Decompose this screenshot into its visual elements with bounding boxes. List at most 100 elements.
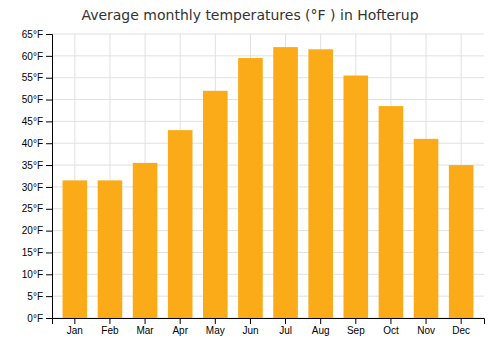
tick-label: 15°F [22, 247, 43, 258]
tick: 0°F [27, 313, 52, 324]
tick: Mar [136, 318, 154, 336]
tick-label: Feb [101, 325, 119, 336]
bar [344, 76, 369, 318]
tick-mark [355, 318, 356, 324]
tick-label: Mar [136, 325, 154, 336]
tick: 30°F [22, 182, 52, 193]
grid-line [52, 99, 484, 100]
grid-line [52, 77, 484, 78]
tick: 55°F [22, 72, 52, 83]
tick: 15°F [22, 247, 52, 258]
tick-mark [46, 274, 52, 275]
tick-label: 45°F [22, 116, 43, 127]
tick-mark [461, 318, 462, 324]
tick-label: 60°F [22, 51, 43, 62]
tick-mark [46, 100, 52, 101]
tick-label: 35°F [22, 160, 43, 171]
tick-label: 40°F [22, 138, 43, 149]
tick-mark [145, 318, 146, 324]
tick-label: Apr [172, 325, 188, 336]
tick-label: 65°F [22, 29, 43, 40]
tick-mark [180, 318, 181, 324]
title: Average monthly temperatures (°F ) in Ho… [81, 7, 418, 23]
tick-label: 10°F [22, 269, 43, 280]
tick: 10°F [22, 269, 52, 280]
bar [133, 163, 158, 318]
tick: 60°F [22, 51, 52, 62]
tick-mark [320, 318, 321, 324]
tick-label: Aug [312, 325, 330, 336]
grid-line [52, 34, 484, 35]
tick-mark [46, 56, 52, 57]
tick: Dec [452, 318, 470, 336]
y-axis: 0°F 5°F 10°F 15°F 20°F 25°F 30°F 35°F 40°F 45°F 50… [22, 29, 53, 324]
tick: 35°F [22, 160, 52, 171]
bar [379, 106, 404, 318]
tick-mark [46, 252, 52, 253]
tick: Jan [67, 318, 83, 336]
grid-line [52, 55, 484, 56]
tick-label: Jun [242, 325, 258, 336]
tick-mark [46, 143, 52, 144]
x-axis: Jan Feb Mar Apr May Jun Jul Aug Sep Oct Nov Dec [53, 318, 485, 336]
chart: 0°F 5°F 10°F 15°F 20°F 25°F 30°F 35°F 40°F 45°F 50… [0, 0, 500, 350]
tick-mark [390, 318, 391, 324]
tick-mark [426, 318, 427, 324]
tick-label: Nov [417, 325, 435, 336]
tick: 5°F [27, 291, 52, 302]
tick-mark [46, 78, 52, 79]
tick-label: 25°F [22, 203, 43, 214]
grid-line [52, 121, 484, 122]
tick-label: 5°F [27, 291, 43, 302]
tick-mark [46, 165, 52, 166]
tick: 50°F [22, 94, 52, 105]
tick-label: Jan [67, 325, 83, 336]
tick: 45°F [22, 116, 52, 127]
tick-mark [46, 231, 52, 232]
bar [203, 91, 228, 318]
bar [63, 180, 88, 318]
tick: May [206, 318, 225, 336]
tick-label: May [206, 325, 225, 336]
tick: Oct [383, 318, 399, 336]
axis-line [53, 319, 485, 325]
tick: Nov [417, 318, 435, 336]
tick-mark [46, 209, 52, 210]
tick-mark [285, 318, 286, 324]
tick-label: 55°F [22, 72, 43, 83]
plot: 0°F 5°F 10°F 15°F 20°F 25°F 30°F 35°F 40°F 45°F 50… [22, 29, 485, 336]
tick-label: Sep [347, 325, 365, 336]
tick: Aug [312, 318, 330, 336]
bars [63, 47, 474, 318]
tick-label: 30°F [22, 182, 43, 193]
tick: 40°F [22, 138, 52, 149]
tick: 65°F [22, 29, 52, 40]
tick-mark [46, 187, 52, 188]
tick-mark [215, 318, 216, 324]
tick-label: 50°F [22, 94, 43, 105]
tick: Sep [347, 318, 365, 336]
bar [449, 165, 474, 318]
tick-label: Jul [279, 325, 292, 336]
tick: 20°F [22, 225, 52, 236]
bar [98, 180, 123, 318]
tick-mark [250, 318, 251, 324]
tick-mark [46, 318, 52, 319]
tick-mark [74, 318, 75, 324]
tick-mark [46, 34, 52, 35]
bar [414, 139, 439, 318]
tick-label: Oct [383, 325, 399, 336]
grid [52, 34, 484, 318]
bar [168, 130, 193, 318]
tick: Apr [172, 318, 188, 336]
tick-label: 0°F [27, 313, 43, 324]
bar [308, 49, 333, 318]
axis-line [46, 35, 53, 319]
tick-mark [46, 121, 52, 122]
tick: Jun [242, 318, 258, 336]
tick-mark [46, 296, 52, 297]
tick: Feb [101, 318, 119, 336]
bar [238, 58, 263, 318]
tick: 25°F [22, 203, 52, 214]
tick-label: Dec [452, 325, 470, 336]
